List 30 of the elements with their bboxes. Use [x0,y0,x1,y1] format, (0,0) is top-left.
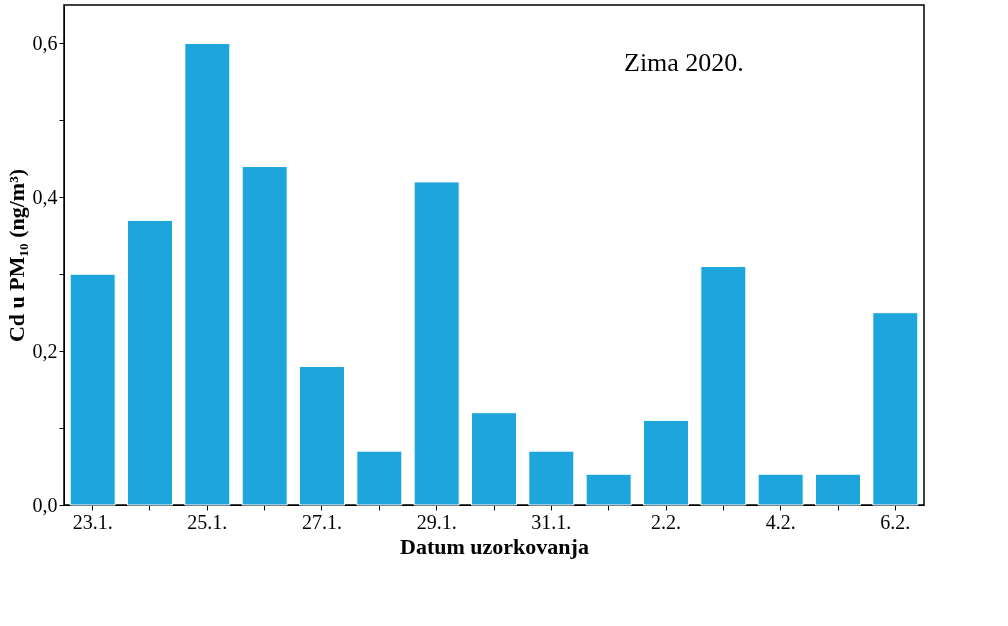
y-tick-label: 0,4 [32,185,58,208]
bar [872,312,919,506]
x-tick-label: 27.1. [302,510,342,533]
y-tick-label: 0,2 [32,339,58,362]
bar [700,266,747,506]
y-tick-label: 0,0 [32,493,58,516]
bar [815,473,861,506]
x-tick-label: 25.1. [187,510,228,533]
x-tick-label: 2.2. [651,510,681,533]
bar [184,42,231,506]
x-tick-label: 23.1. [72,510,113,533]
bar [471,412,517,506]
x-tick-label: 29.1. [416,510,457,533]
x-tick-label: 6.2. [880,510,911,533]
bar [127,219,173,506]
y-tick-label: 0,6 [32,31,58,54]
bar [585,473,632,506]
x-tick-label: 4.2. [765,510,796,533]
bar [413,181,460,506]
annotation: Zima 2020. [624,48,744,77]
bar [299,366,345,506]
y-axis-title: Cd u PM₁₀ (ng/m³) [3,168,29,343]
bar [241,166,288,506]
bar [69,273,116,506]
bar [356,450,403,506]
bar [528,450,575,506]
x-axis-title: Datum uzorkovanja [400,533,589,559]
x-tick-label: 31.1. [531,510,572,533]
bar [643,419,689,506]
bar [757,473,804,506]
